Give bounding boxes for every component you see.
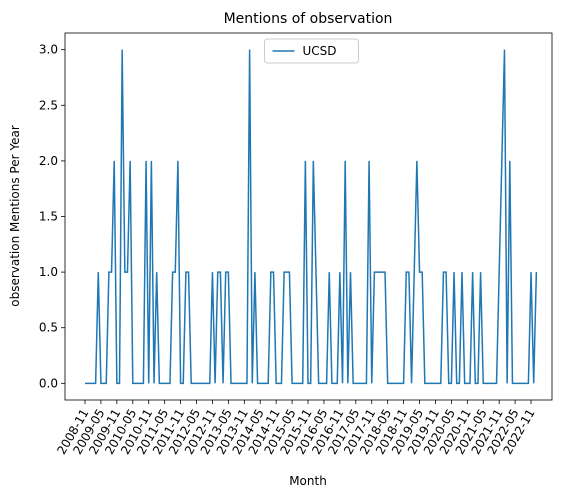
y-tick-label: 0.0 [39, 376, 58, 390]
x-axis-label: Month [289, 474, 327, 488]
legend-box [264, 38, 359, 64]
y-tick-label: 3.0 [39, 43, 58, 57]
y-tick-label: 1.0 [39, 265, 58, 279]
y-tick-label: 0.5 [39, 321, 58, 335]
y-tick-label: 1.5 [39, 210, 58, 224]
y-tick-label: 2.5 [39, 98, 58, 112]
chart-title: Mentions of observation [224, 11, 393, 27]
y-axis-label: observation Mentions Per Year [8, 125, 22, 307]
line-series [85, 49, 538, 385]
legend: UCSD [264, 38, 359, 64]
legend-label: UCSD [303, 44, 337, 58]
y-tick-label: 2.0 [39, 154, 58, 168]
